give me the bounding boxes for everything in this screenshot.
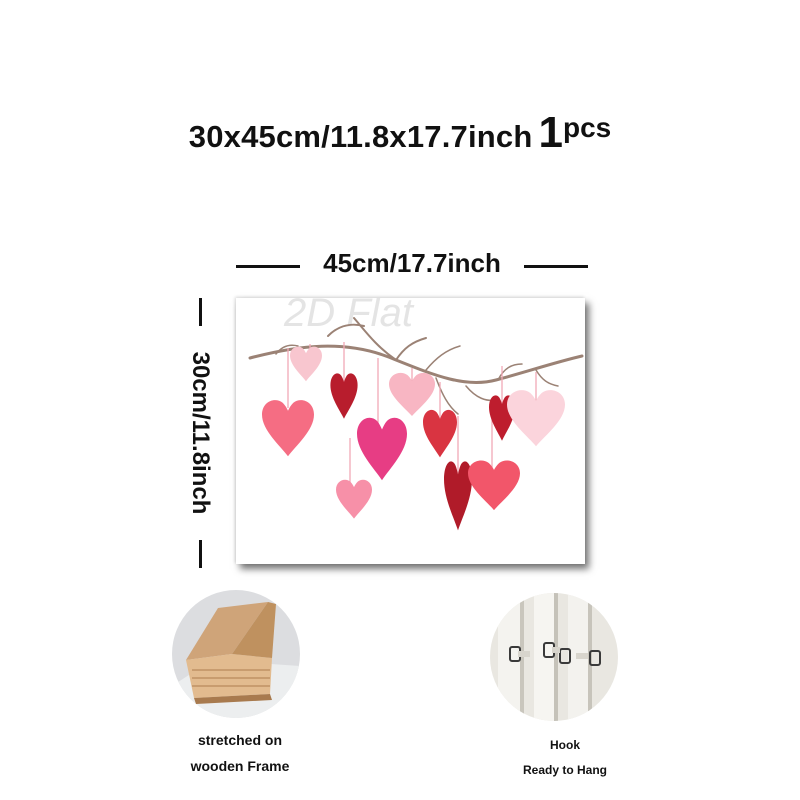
quantity-number: 1	[538, 108, 563, 157]
watermark-icon: 2D Flat	[283, 298, 415, 335]
height-label: 30cm/11.8inch	[187, 351, 214, 515]
height-dimension-line-top	[199, 298, 202, 326]
height-dimension: 30cm/11.8inch	[186, 298, 216, 568]
feature-frame-line-1: stretched on	[197, 732, 282, 748]
feature-hook-line-2: Ready to Hang	[522, 763, 607, 777]
branch-icon	[248, 317, 584, 415]
product-size-title: 30x45cm/11.8x17.7inch 1pcs	[0, 108, 800, 158]
width-dimension-line-left	[236, 265, 300, 268]
width-dimension-line-right	[524, 265, 588, 268]
hanging-hearts-branch-icon: 2D Flat	[248, 298, 584, 531]
width-label: 45cm/17.7inch	[323, 248, 501, 278]
canvas-print: 2D Flat	[236, 298, 585, 564]
feature-hook-line-1: Hook	[550, 738, 580, 752]
hanging-hook-icon	[490, 593, 618, 721]
width-dimension: 45cm/17.7inch	[236, 248, 588, 282]
height-dimension-line-bottom	[199, 540, 202, 568]
wooden-frame-corner-icon	[172, 590, 300, 718]
quantity-unit: pcs	[562, 112, 612, 143]
size-text: 30x45cm/11.8x17.7inch	[188, 119, 533, 154]
feature-frame-line-2: wooden Frame	[190, 758, 290, 774]
